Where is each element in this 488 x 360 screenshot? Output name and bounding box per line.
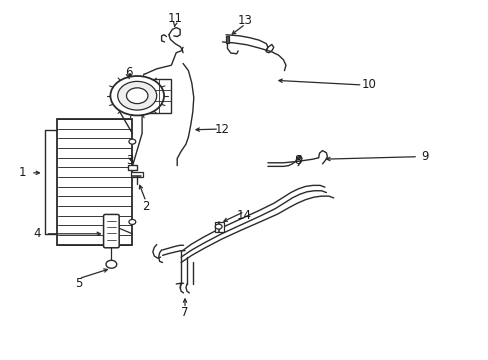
- Circle shape: [126, 88, 148, 104]
- Bar: [140, 78, 171, 113]
- Circle shape: [106, 260, 117, 268]
- Bar: [131, 172, 142, 177]
- Text: 6: 6: [124, 66, 132, 79]
- FancyBboxPatch shape: [103, 215, 119, 248]
- Text: 5: 5: [75, 278, 82, 291]
- Text: 8: 8: [294, 154, 301, 167]
- Text: 4: 4: [34, 227, 41, 240]
- Bar: [128, 165, 137, 170]
- Text: 7: 7: [181, 306, 188, 319]
- Circle shape: [129, 139, 136, 144]
- Circle shape: [118, 81, 157, 110]
- Circle shape: [110, 76, 163, 116]
- Bar: [215, 222, 224, 231]
- Text: 3: 3: [126, 154, 133, 167]
- Text: 13: 13: [238, 14, 252, 27]
- Bar: [57, 119, 132, 244]
- Text: 14: 14: [237, 210, 251, 222]
- Text: 9: 9: [420, 150, 428, 163]
- Circle shape: [215, 224, 222, 229]
- Text: 12: 12: [215, 123, 229, 136]
- Circle shape: [129, 220, 136, 225]
- Text: 1: 1: [19, 166, 26, 179]
- Text: 2: 2: [142, 201, 149, 213]
- Bar: [225, 36, 228, 43]
- Text: 11: 11: [167, 12, 183, 25]
- Text: 10: 10: [361, 78, 375, 91]
